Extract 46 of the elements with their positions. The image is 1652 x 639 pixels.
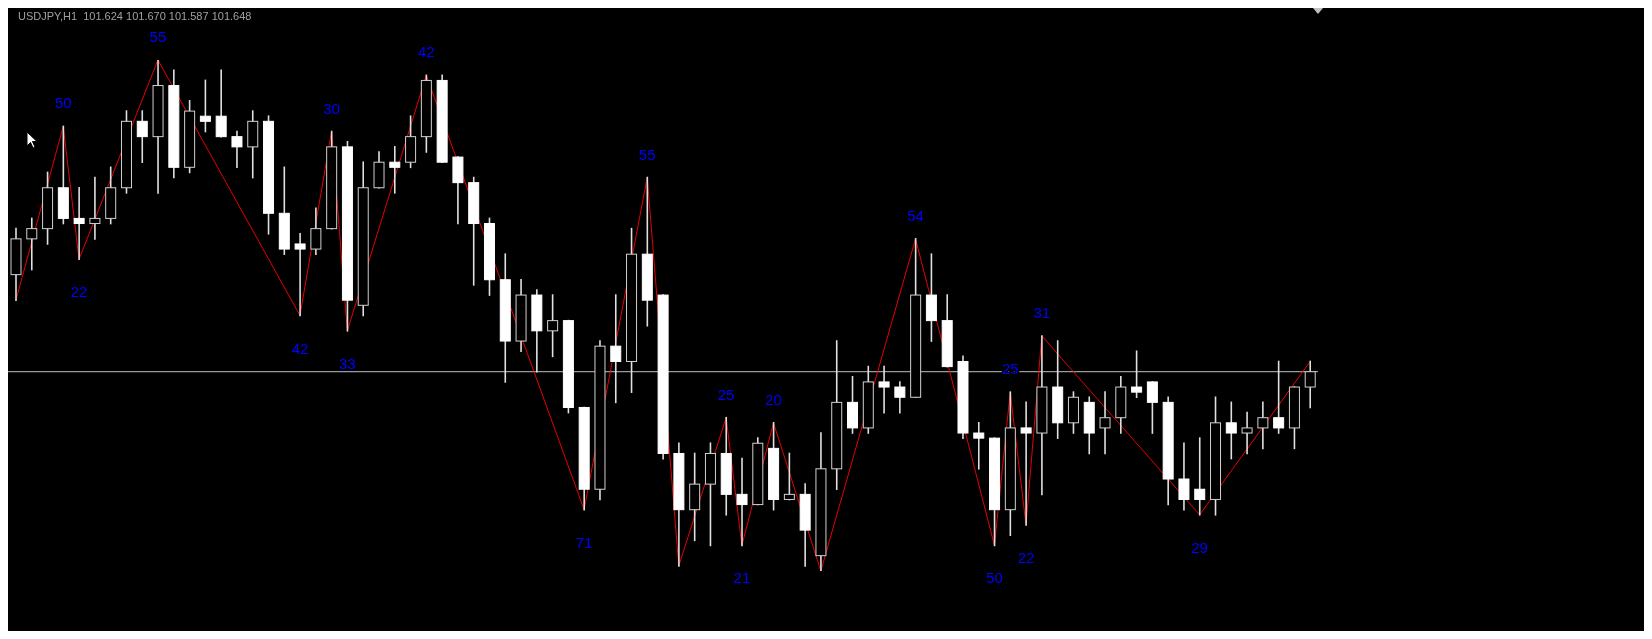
annotation: 50 [54, 94, 72, 112]
candlestick [26, 217, 38, 271]
annotation: 55 [149, 28, 167, 45]
candlestick [1131, 350, 1143, 399]
candlestick [1194, 437, 1206, 516]
candlestick [973, 422, 985, 470]
annotation: 22 [70, 283, 88, 301]
annotation: 42 [417, 43, 435, 61]
annotation: 21 [733, 569, 751, 587]
annotation: 29 [1191, 538, 1208, 556]
annotation: 30 [323, 99, 340, 117]
candlestick [878, 365, 890, 414]
candlestick [1225, 401, 1237, 460]
candlestick [73, 186, 85, 261]
candlestick [1273, 360, 1285, 434]
candlestick [1304, 360, 1316, 409]
annotation: 25 [717, 385, 735, 403]
candlestick [610, 294, 622, 404]
candlestick [547, 294, 559, 358]
annotation: 42 [291, 339, 309, 357]
candlestick [1146, 381, 1158, 434]
candlestick [389, 146, 401, 194]
candlestick [1178, 442, 1190, 511]
candlestick [231, 130, 243, 169]
candlestick [736, 457, 748, 547]
candlestick [199, 79, 211, 133]
annotation: 20 [765, 390, 782, 408]
candlestick [1020, 401, 1032, 526]
annotation: 55 [638, 145, 656, 163]
candlestick [215, 69, 227, 138]
candlestick [1099, 391, 1111, 455]
candlestick [1241, 411, 1253, 455]
annotation: 22 [1017, 549, 1035, 567]
candlestick [89, 176, 101, 240]
annotation: 31 [1033, 303, 1051, 321]
chart-title: USDJPY,H1 101.624 101.670 101.587 101.648 [18, 10, 252, 22]
candlestick [310, 207, 322, 255]
candlestick [783, 452, 795, 501]
candlestick [294, 232, 306, 317]
candlestick [894, 381, 906, 414]
candlestick [136, 110, 148, 163]
annotation: 50 [986, 569, 1003, 587]
annotation: 33 [338, 354, 356, 372]
annotation: 54 [907, 206, 924, 224]
candlestick [1257, 401, 1269, 450]
annotation: 71 [575, 533, 593, 551]
